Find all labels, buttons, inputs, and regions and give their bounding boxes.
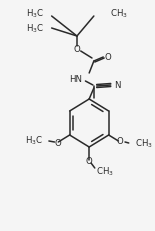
Text: N: N [115,80,121,89]
Text: CH$_3$: CH$_3$ [135,137,153,150]
Text: O: O [86,156,93,165]
Text: O: O [55,138,62,147]
Text: H$_3$C: H$_3$C [26,8,44,20]
Text: O: O [74,45,80,54]
Text: H$_3$C: H$_3$C [26,23,44,35]
Text: CH$_3$: CH$_3$ [96,165,114,177]
Text: CH$_3$: CH$_3$ [110,8,128,20]
Text: O: O [105,52,111,61]
Text: HN: HN [70,74,83,83]
Text: H$_3$C: H$_3$C [25,134,43,147]
Text: O: O [117,137,124,146]
